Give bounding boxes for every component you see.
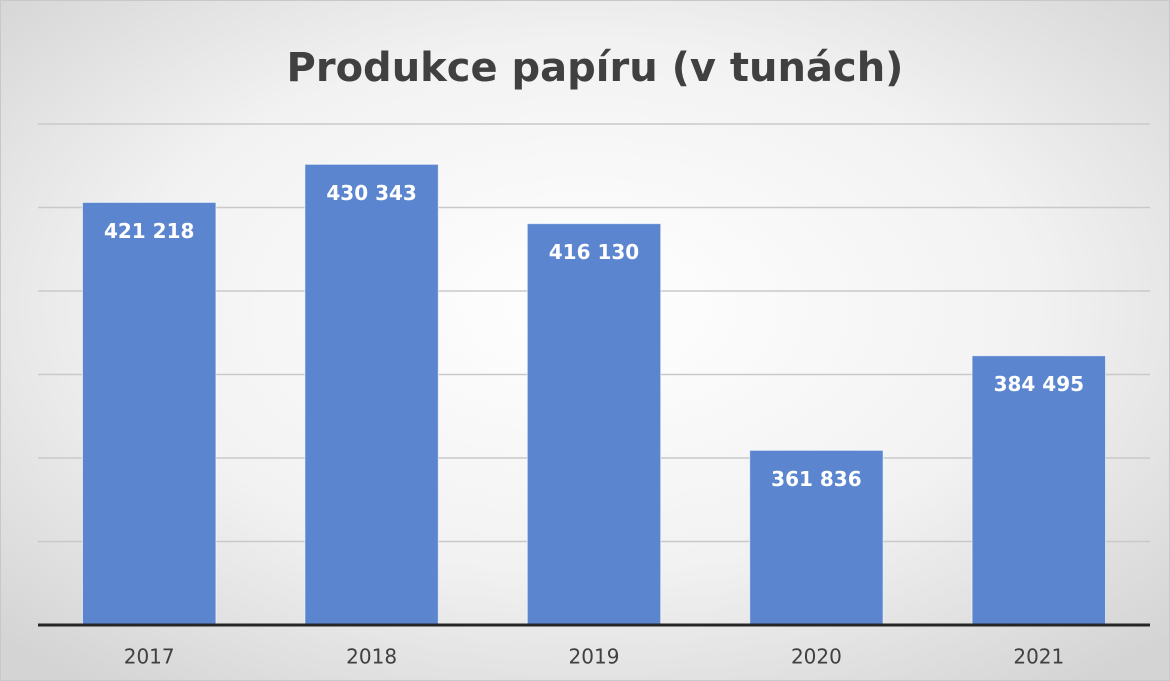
data-label: 430 343: [326, 181, 416, 205]
data-label: 384 495: [994, 372, 1084, 396]
bar: [749, 449, 884, 626]
data-label: 421 218: [104, 219, 194, 243]
data-label: 416 130: [549, 240, 639, 264]
chart-title: Produkce papíru (v tunách): [287, 45, 904, 91]
bar: [526, 223, 662, 626]
x-tick-label: 2019: [569, 645, 620, 669]
x-tick-label: 2017: [124, 645, 175, 669]
bar: [304, 163, 439, 626]
data-label: 361 836: [771, 467, 861, 491]
bar: [971, 355, 1107, 626]
x-tick-label: 2021: [1013, 645, 1064, 669]
x-tick-label: 2018: [346, 645, 397, 669]
x-tick-label: 2020: [791, 645, 842, 669]
bar: [81, 201, 217, 626]
